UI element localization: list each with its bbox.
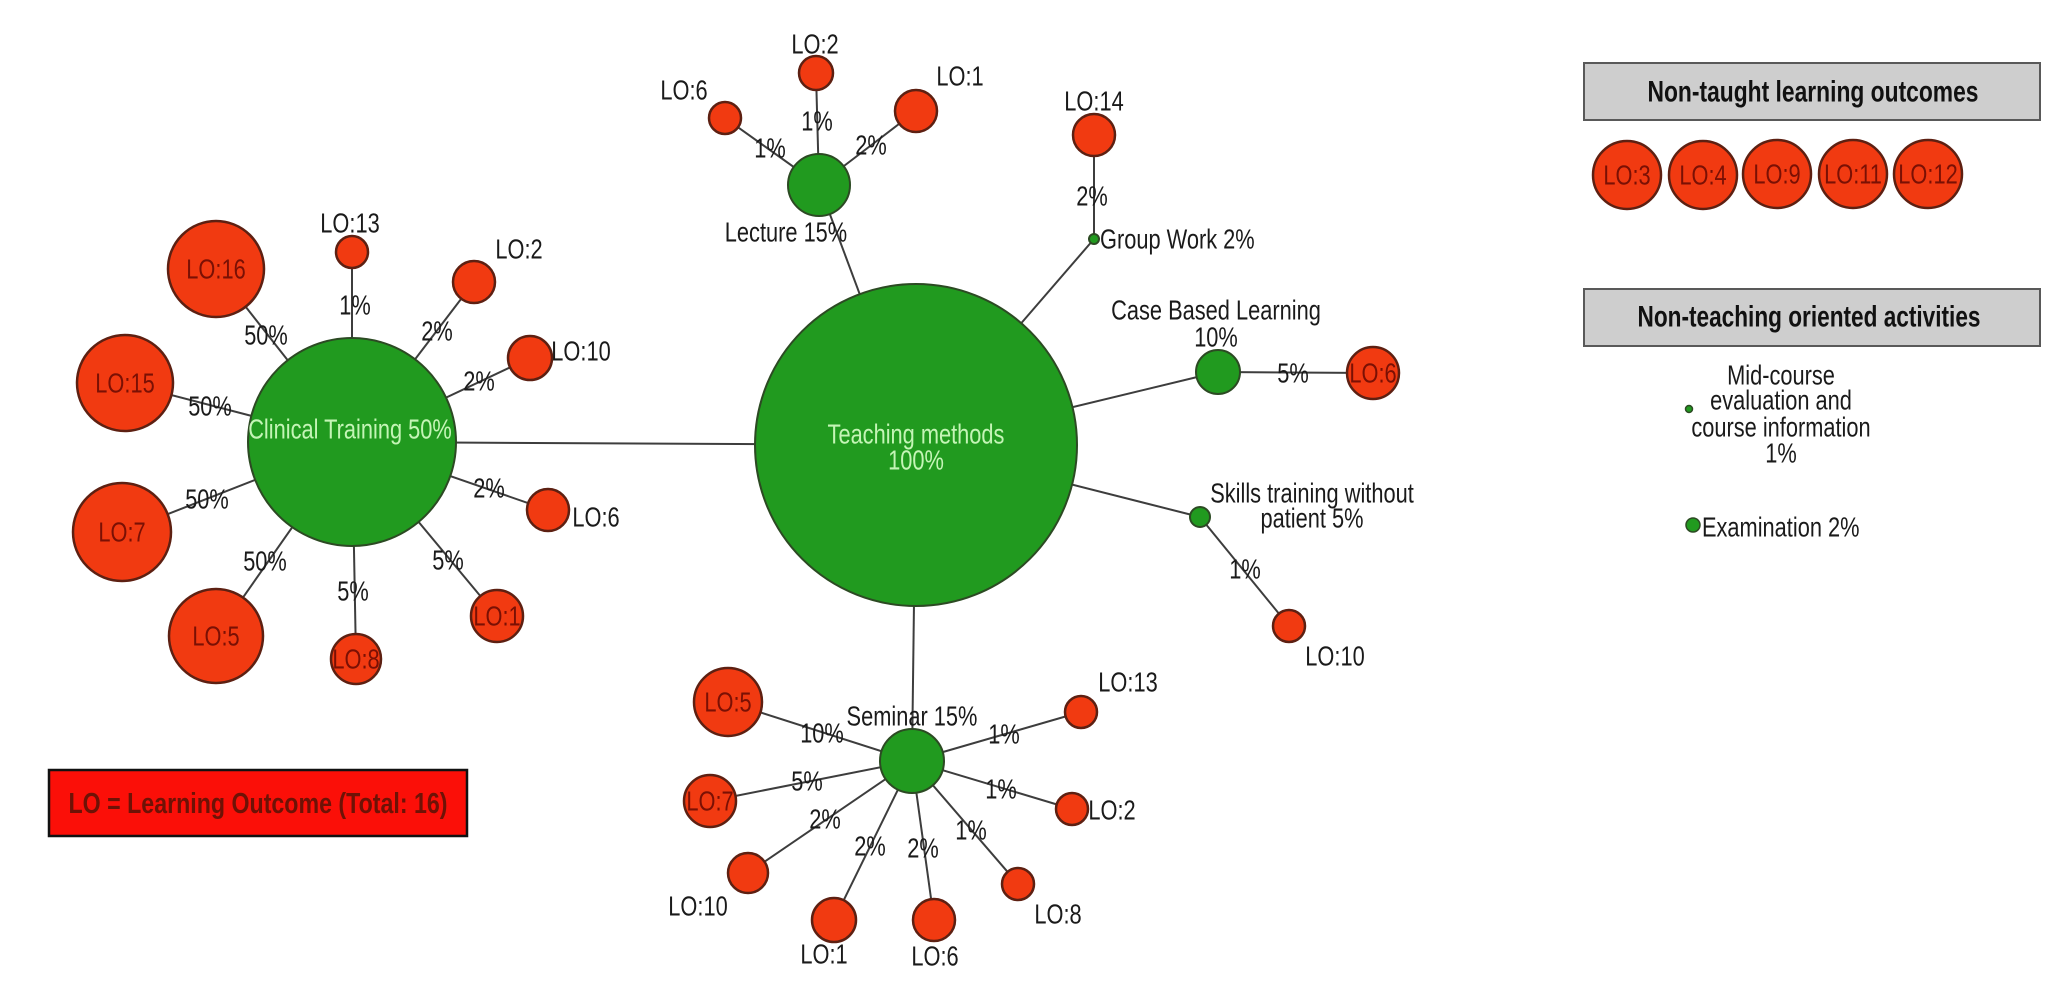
- svg-text:2%: 2%: [473, 473, 505, 504]
- svg-text:2%: 2%: [463, 366, 495, 397]
- svg-text:5%: 5%: [432, 545, 464, 576]
- svg-text:1%: 1%: [985, 774, 1017, 805]
- svg-text:Clinical Training 50%: Clinical Training 50%: [248, 414, 452, 445]
- svg-text:LO:2: LO:2: [495, 234, 542, 265]
- svg-text:LO = Learning Outcome (Total:: LO = Learning Outcome (Total: 16): [69, 788, 448, 820]
- svg-text:LO:1: LO:1: [800, 939, 847, 970]
- svg-text:10%: 10%: [1194, 322, 1238, 353]
- svg-text:100%: 100%: [888, 445, 944, 476]
- svg-text:patient 5%: patient 5%: [1261, 503, 1364, 534]
- svg-text:2%: 2%: [907, 833, 939, 864]
- svg-text:1%: 1%: [1765, 438, 1797, 469]
- svg-text:LO:1: LO:1: [473, 601, 520, 632]
- svg-text:Examination 2%: Examination 2%: [1702, 512, 1860, 543]
- svg-text:LO:6: LO:6: [660, 75, 707, 106]
- svg-text:1%: 1%: [339, 290, 371, 321]
- svg-text:2%: 2%: [809, 804, 841, 835]
- svg-text:5%: 5%: [337, 576, 369, 607]
- svg-text:LO:16: LO:16: [186, 254, 245, 285]
- svg-text:1%: 1%: [754, 133, 786, 164]
- svg-text:Non-taught learning outcomes: Non-taught learning outcomes: [1648, 76, 1979, 109]
- svg-text:LO:4: LO:4: [1679, 160, 1726, 191]
- svg-text:50%: 50%: [243, 546, 287, 577]
- svg-text:2%: 2%: [855, 130, 887, 161]
- svg-text:LO:3: LO:3: [1603, 160, 1650, 191]
- svg-text:LO:10: LO:10: [668, 891, 727, 922]
- svg-text:Mid-course: Mid-course: [1727, 360, 1835, 391]
- svg-text:Group Work 2%: Group Work 2%: [1100, 224, 1255, 255]
- svg-text:LO:8: LO:8: [332, 644, 379, 675]
- svg-text:LO:7: LO:7: [686, 786, 733, 817]
- svg-text:1%: 1%: [1229, 554, 1261, 585]
- svg-text:5%: 5%: [1277, 358, 1309, 389]
- svg-text:LO:6: LO:6: [911, 941, 958, 972]
- svg-text:LO:2: LO:2: [1088, 795, 1135, 826]
- svg-text:LO:1: LO:1: [936, 61, 983, 92]
- svg-text:50%: 50%: [185, 484, 229, 515]
- svg-text:1%: 1%: [988, 719, 1020, 750]
- svg-text:Lecture 15%: Lecture 15%: [725, 217, 847, 248]
- svg-text:Case Based Learning: Case Based Learning: [1111, 295, 1321, 326]
- svg-text:Teaching methods: Teaching methods: [828, 419, 1005, 450]
- svg-text:course information: course information: [1691, 412, 1870, 443]
- svg-text:LO:7: LO:7: [98, 517, 145, 548]
- svg-text:LO:9: LO:9: [1753, 159, 1800, 190]
- svg-text:LO:6: LO:6: [1349, 358, 1396, 389]
- svg-text:Non-teaching oriented activiti: Non-teaching oriented activities: [1638, 301, 1981, 334]
- svg-text:LO:6: LO:6: [572, 502, 619, 533]
- svg-text:5%: 5%: [791, 766, 823, 797]
- svg-text:10%: 10%: [800, 718, 844, 749]
- svg-text:Skills training without: Skills training without: [1210, 478, 1414, 509]
- svg-text:1%: 1%: [801, 106, 833, 137]
- svg-text:LO:10: LO:10: [551, 336, 610, 367]
- svg-text:LO:15: LO:15: [95, 368, 154, 399]
- svg-text:LO:13: LO:13: [320, 208, 379, 239]
- svg-text:evaluation and: evaluation and: [1710, 385, 1852, 416]
- svg-text:Seminar 15%: Seminar 15%: [847, 701, 978, 732]
- svg-text:LO:5: LO:5: [704, 687, 751, 718]
- svg-text:LO:14: LO:14: [1064, 86, 1123, 117]
- svg-text:LO:13: LO:13: [1098, 667, 1157, 698]
- svg-text:LO:2: LO:2: [791, 29, 838, 60]
- svg-text:LO:10: LO:10: [1305, 641, 1364, 672]
- svg-text:LO:8: LO:8: [1034, 899, 1081, 930]
- svg-text:LO:11: LO:11: [1824, 159, 1882, 190]
- svg-text:2%: 2%: [421, 316, 453, 347]
- svg-text:50%: 50%: [244, 320, 288, 351]
- svg-text:2%: 2%: [854, 831, 886, 862]
- svg-text:50%: 50%: [188, 391, 232, 422]
- svg-text:LO:12: LO:12: [1898, 159, 1957, 190]
- svg-text:2%: 2%: [1076, 181, 1108, 212]
- svg-text:LO:5: LO:5: [192, 621, 239, 652]
- svg-text:1%: 1%: [955, 815, 987, 846]
